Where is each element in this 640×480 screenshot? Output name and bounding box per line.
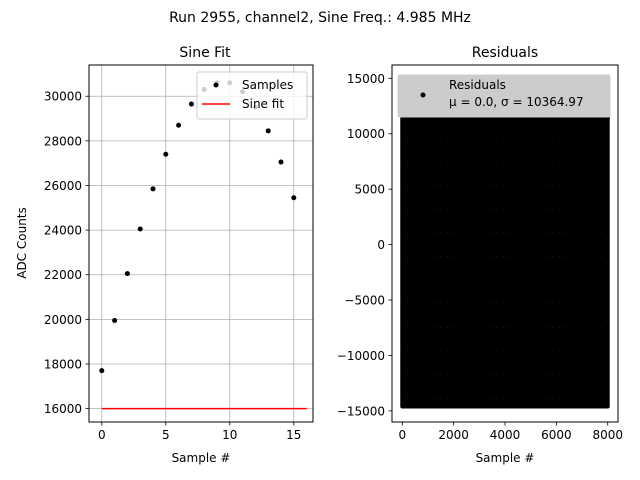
legend-residuals-stats: μ = 0.0, σ = 10364.97 (449, 95, 584, 109)
legend-samples-label: Samples (242, 78, 293, 92)
legend-residuals-marker (420, 92, 426, 98)
residuals-ytick-label: −5000 (344, 294, 385, 308)
sine-fit-ytick-label: 22000 (44, 268, 82, 282)
residuals-marks (400, 80, 610, 409)
sine-fit-ticks: 0 5 10 15 16000 18000 20000 22000 24000 26000 2800… (44, 90, 302, 442)
figure-title: Run 2955, channel2, Sine Freq.: 4.985 MH… (169, 10, 471, 26)
legend-sine-fit-label: Sine fit (242, 97, 284, 111)
sample-point (265, 128, 271, 134)
sample-point (163, 151, 169, 157)
sine-fit-ytick-label: 30000 (44, 90, 82, 104)
sine-fit-ytick-label: 24000 (44, 224, 82, 238)
residuals-axes: Residuals 0 2000 4000 6000 8000 −15000 −10000 −… (337, 45, 623, 465)
sample-point (150, 186, 156, 192)
residuals-xtick-label: 0 (398, 428, 406, 442)
sine-fit-axes: Sine Fit 0 5 10 15 16000 18000 20000 22000 24000… (15, 45, 314, 465)
residuals-xlabel: Sample # (476, 451, 535, 465)
sine-fit-ytick-label: 28000 (44, 134, 82, 148)
sine-fit-xtick-label: 10 (222, 428, 237, 442)
sample-point (99, 368, 105, 374)
sample-point (137, 226, 143, 232)
sine-fit-xtick-label: 5 (162, 428, 170, 442)
sine-fit-ytick-label: 20000 (44, 313, 82, 327)
residuals-xtick-label: 6000 (541, 428, 572, 442)
residuals-title: Residuals (472, 45, 538, 61)
sample-point (112, 317, 118, 323)
residuals-ytick-label: −15000 (337, 404, 385, 418)
residuals-legend: Residuals μ = 0.0, σ = 10364.97 (397, 74, 611, 118)
residuals-ytick-label: 10000 (347, 127, 385, 141)
sine-fit-ylabel: ADC Counts (15, 207, 29, 279)
residuals-xtick-label: 8000 (592, 428, 623, 442)
sine-fit-ytick-label: 26000 (44, 179, 82, 193)
legend-residuals-label: Residuals (449, 78, 506, 92)
residuals-ytick-label: 15000 (347, 72, 385, 86)
residuals-ytick-label: 5000 (354, 183, 385, 197)
sample-point (278, 159, 284, 165)
residuals-xtick-label: 2000 (438, 428, 469, 442)
sample-point (188, 101, 194, 107)
sine-fit-xtick-label: 0 (98, 428, 106, 442)
sample-point (124, 271, 130, 277)
sample-point (176, 122, 182, 128)
residual-points-band (400, 80, 610, 409)
sine-fit-xtick-label: 15 (286, 428, 301, 442)
residuals-ytick-label: −10000 (337, 349, 385, 363)
sine-fit-xlabel: Sample # (172, 451, 231, 465)
sine-fit-legend-box (196, 71, 308, 120)
residuals-ticks: 0 2000 4000 6000 8000 −15000 −10000 −5000 0 5000 1… (337, 72, 623, 442)
sine-fit-title: Sine Fit (179, 45, 231, 61)
residuals-ytick-label: 0 (377, 238, 385, 252)
sine-fit-ytick-label: 16000 (44, 402, 82, 416)
sample-point (291, 195, 297, 201)
sine-fit-frame (88, 64, 314, 423)
sine-fit-legend: Samples Sine fit (196, 71, 308, 120)
legend-samples-marker (213, 82, 219, 88)
residuals-xtick-label: 4000 (490, 428, 521, 442)
sine-fit-ytick-label: 18000 (44, 357, 82, 371)
residuals-legend-box (397, 74, 611, 118)
